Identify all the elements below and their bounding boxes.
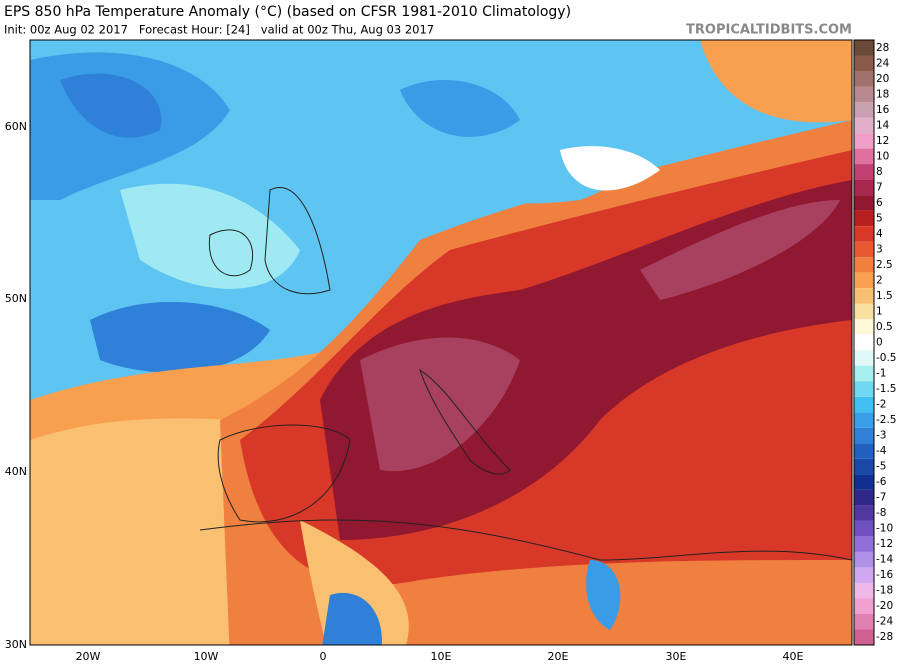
colorbar-swatch [854,396,874,413]
colorbar-swatch [854,412,874,428]
colorbar-label: -24 [876,616,893,628]
colorbar-swatch [854,133,874,149]
colorbar-swatch [854,505,874,521]
colorbar-swatch [854,71,874,87]
lon-label: 10W [194,650,219,663]
colorbar-label: -14 [876,554,893,566]
colorbar-label: 6 [876,197,883,209]
colorbar-label: 5 [876,212,883,224]
colorbar-swatch [854,613,874,630]
colorbar-label: -12 [876,538,893,550]
lat-label: 50N [5,292,27,305]
lon-label: 20E [548,650,569,663]
lat-label: 40N [5,465,27,478]
colorbar-swatch [854,582,874,599]
colorbar-label: -2.5 [876,414,897,426]
colorbar-swatch [854,55,874,72]
colorbar-label: -2 [876,399,886,411]
colorbar-swatch [854,489,874,506]
colorbar-swatch [854,226,874,242]
colorbar-swatch [854,520,874,537]
colorbar-swatch [854,350,874,366]
colorbar-label: 0 [876,337,883,349]
map-frame [29,39,853,646]
colorbar-label: 8 [876,166,883,178]
colorbar-label: 12 [876,135,889,147]
colorbar-swatch [854,334,874,351]
lon-label: 0 [320,650,327,663]
colorbar-swatch [854,288,874,304]
colorbar-swatch [854,102,874,118]
colorbar-label: 2.5 [876,259,893,271]
colorbar-swatch [854,241,874,258]
colorbar-swatch [854,179,874,196]
colorbar-label: -10 [876,523,893,535]
colorbar-label: 7 [876,181,883,193]
colorbar-label: -0.5 [876,352,897,364]
colorbar-swatch [854,319,874,335]
colorbar-swatch [854,195,874,211]
colorbar-swatch [854,303,874,320]
colorbar-label: 16 [876,104,890,116]
lat-label: 30N [5,638,27,651]
colorbar-label: 18 [876,88,889,100]
colorbar-label: -1.5 [876,383,897,395]
lon-label: 30E [666,650,687,663]
colorbar-frame [853,39,875,646]
colorbar-swatch [854,629,874,645]
colorbar-swatch [854,257,874,273]
colorbar-label: -8 [876,507,886,519]
colorbar-label: -7 [876,492,886,504]
lon-label: 20W [76,650,101,663]
colorbar-label: 1 [876,305,883,317]
colorbar-swatch [854,272,874,289]
colorbar-label: 4 [876,228,883,240]
colorbar-label: 2 [876,274,883,286]
colorbar-swatch [854,567,874,583]
colorbar-label: 10 [876,150,889,162]
colorbar-swatch [854,164,874,180]
lat-label: 60N [5,120,27,133]
colorbar-label: -18 [876,585,893,597]
colorbar-label: -28 [876,631,893,643]
colorbar-swatch [854,427,874,444]
colorbar-label: -6 [876,476,887,488]
colorbar-swatch [854,598,874,614]
colorbar-swatch [854,148,874,165]
site-name: TROPICALTIDBITS.COM [686,23,852,38]
colorbar-swatch [854,443,874,459]
colorbar-swatch [854,381,874,397]
map-field [30,40,852,645]
colorbar-label: -16 [876,569,893,581]
colorbar-label: 28 [876,42,889,54]
colorbar-swatch [854,474,874,490]
colorbar-label: 1.5 [876,290,893,302]
colorbar-label: -20 [876,600,893,612]
subtitle: Init: 00z Aug 02 2017 Forecast Hour: [24… [4,23,434,37]
colorbar-label: 3 [876,243,883,255]
colorbar-label: 24 [876,57,890,69]
colorbar-swatch [854,210,874,227]
lon-label: 10E [431,650,452,663]
colorbar-swatch [854,117,874,134]
colorbar-label: 14 [876,119,890,131]
colorbar-swatch [854,458,874,475]
title: EPS 850 hPa Temperature Anomaly (°C) (ba… [4,4,571,20]
colorbar-label: 20 [876,73,889,85]
colorbar-swatch [854,365,874,382]
colorbar-label: 0.5 [876,321,893,333]
colorbar-swatch [854,86,874,103]
colorbar-swatch [854,536,874,552]
colorbar-label: -4 [876,445,887,457]
colorbar-swatch [854,40,874,56]
colorbar-label: -1 [876,368,886,380]
colorbar-label: -5 [876,461,886,473]
colorbar-label: -3 [876,430,886,442]
lon-label: 40E [783,650,804,663]
colorbar-swatch [854,551,874,568]
